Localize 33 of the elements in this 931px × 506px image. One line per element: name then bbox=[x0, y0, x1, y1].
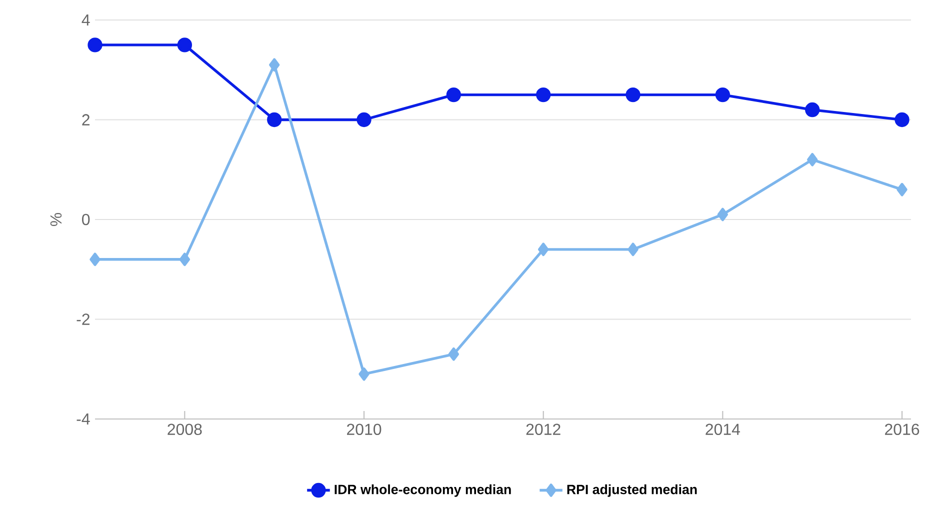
point bbox=[446, 87, 462, 102]
x-tick-label: 2010 bbox=[347, 424, 382, 436]
point bbox=[88, 38, 102, 52]
point bbox=[177, 38, 192, 52]
x-tick-label: 2008 bbox=[168, 424, 202, 436]
x-tick-label: 2014 bbox=[706, 424, 740, 436]
y-tick-label: -2 bbox=[76, 314, 90, 325]
point bbox=[356, 112, 372, 128]
y-tick-label: 0 bbox=[82, 214, 90, 226]
point bbox=[179, 252, 190, 266]
legend-label: RPI adjusted median bbox=[567, 484, 697, 497]
y-tick-label: -4 bbox=[76, 413, 90, 424]
y-tick-label: 2 bbox=[82, 114, 90, 126]
point bbox=[805, 102, 820, 118]
point bbox=[90, 252, 100, 266]
point bbox=[807, 152, 818, 166]
point bbox=[717, 208, 728, 222]
y-axis-title: % bbox=[50, 212, 62, 226]
point bbox=[269, 58, 280, 72]
legend-label: IDR whole-economy median bbox=[334, 484, 511, 497]
point bbox=[267, 112, 282, 128]
point bbox=[626, 87, 640, 102]
x-tick-label: 2016 bbox=[885, 424, 920, 436]
y-tick-label: 4 bbox=[82, 14, 90, 26]
x-tick-label: 2012 bbox=[526, 424, 560, 436]
point bbox=[448, 347, 460, 361]
point bbox=[894, 112, 910, 128]
point bbox=[715, 87, 730, 102]
point bbox=[628, 242, 638, 256]
point bbox=[536, 87, 551, 102]
point bbox=[896, 182, 908, 196]
point bbox=[538, 242, 549, 256]
point bbox=[358, 367, 370, 381]
